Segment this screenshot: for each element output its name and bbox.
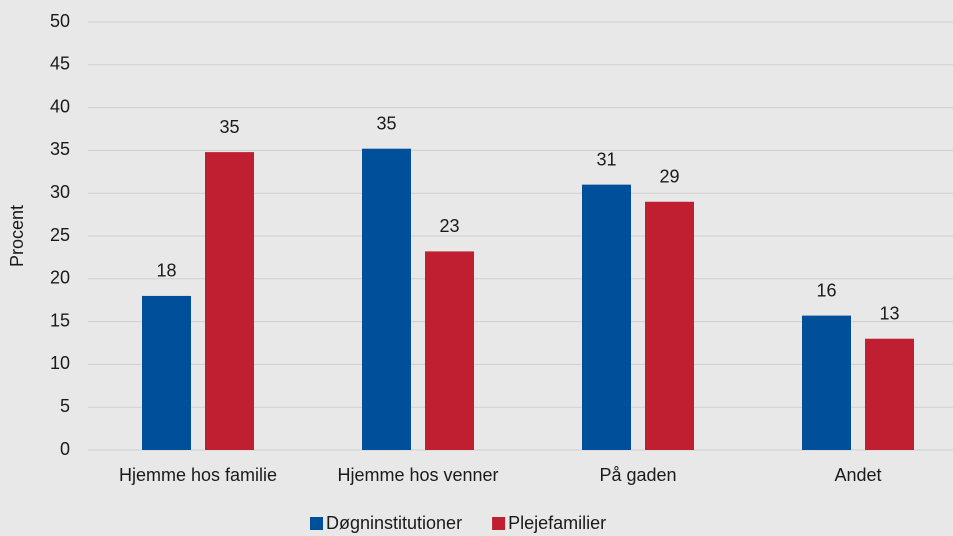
data-label: 13 (879, 303, 899, 323)
data-label: 23 (439, 216, 459, 236)
y-tick-label: 25 (50, 225, 70, 245)
bar (582, 184, 631, 450)
bar (645, 201, 694, 450)
x-tick-label: Hjemme hos venner (337, 465, 498, 485)
data-label: 29 (659, 167, 679, 187)
bar (802, 315, 851, 450)
y-tick-label: 30 (50, 182, 70, 202)
y-tick-label: 15 (50, 310, 70, 330)
x-tick-label: Hjemme hos familie (119, 465, 277, 485)
y-tick-label: 40 (50, 96, 70, 116)
bar (142, 295, 191, 450)
y-tick-label: 50 (50, 11, 70, 31)
y-tick-label: 0 (60, 439, 70, 459)
y-tick-label: 35 (50, 139, 70, 159)
legend-swatch (310, 517, 323, 530)
y-tick-label: 20 (50, 268, 70, 288)
y-tick-label: 10 (50, 353, 70, 373)
legend-label: Plejefamilier (508, 513, 606, 533)
x-tick-label: Andet (834, 465, 881, 485)
legend-swatch (492, 517, 506, 530)
data-label: 35 (376, 113, 396, 133)
y-tick-label: 45 (50, 54, 70, 74)
legend-label: Døgninstitutioner (326, 513, 462, 533)
x-tick-label: På gaden (599, 465, 676, 485)
data-label: 18 (156, 261, 176, 281)
data-label: 31 (596, 149, 616, 169)
y-tick-label: 5 (60, 396, 70, 416)
y-axis-label: Procent (7, 205, 27, 267)
data-label: 16 (816, 280, 836, 300)
data-label: 35 (219, 117, 239, 137)
bar (205, 152, 254, 450)
bar (425, 251, 474, 450)
bar (865, 338, 914, 450)
bar (362, 148, 411, 451)
